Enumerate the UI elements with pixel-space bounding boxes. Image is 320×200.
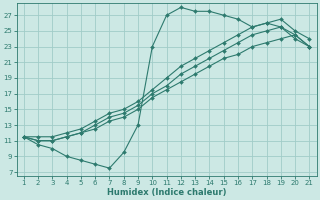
X-axis label: Humidex (Indice chaleur): Humidex (Indice chaleur): [107, 188, 226, 197]
